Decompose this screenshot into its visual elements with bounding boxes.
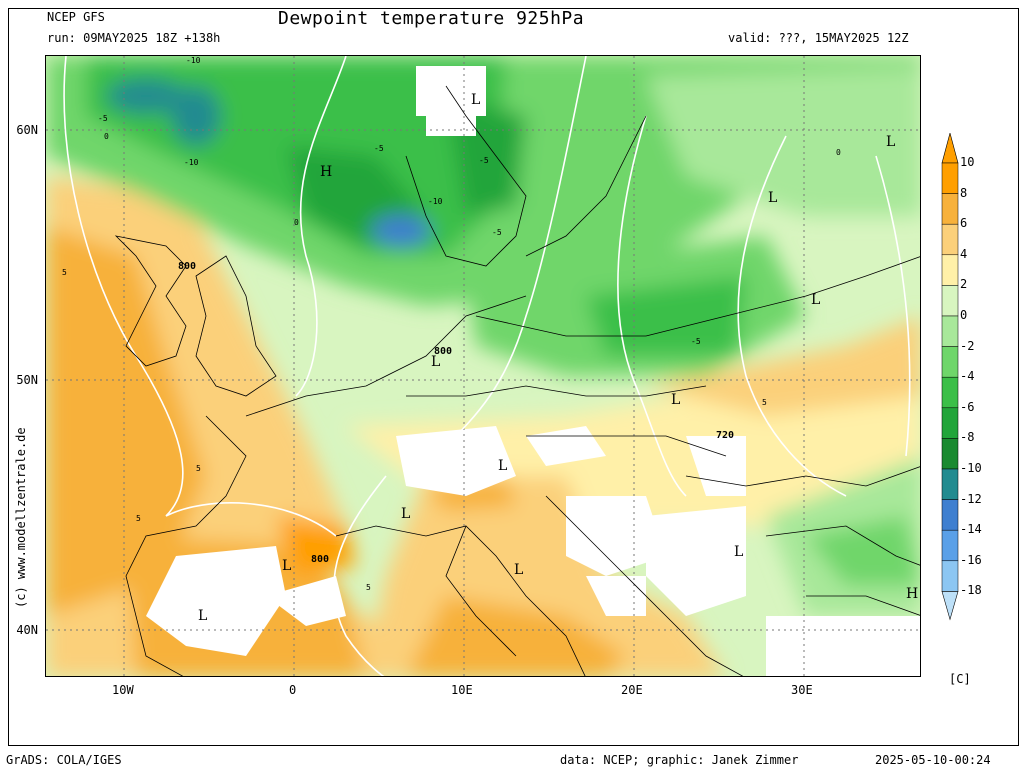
- low-pressure-label: L: [811, 292, 821, 308]
- dewpoint-contour-label: -10: [186, 56, 201, 65]
- colorbar-unit: [C]: [949, 672, 971, 686]
- low-pressure-label: L: [514, 562, 524, 578]
- dewpoint-contour-label: -5: [691, 337, 701, 346]
- map-title: Dewpoint temperature 925hPa: [278, 8, 585, 29]
- dewpoint-contour-label: -5: [492, 228, 502, 237]
- colorbar-swatch: [941, 407, 959, 439]
- map-canvas: [46, 56, 920, 676]
- dewpoint-contour-label: 5: [136, 514, 141, 523]
- colorbar-label: -10: [960, 461, 982, 475]
- colorbar-label: 8: [960, 185, 968, 200]
- grads-credit: GrADS: COLA/IGES: [6, 753, 122, 767]
- dewpoint-field: [46, 56, 920, 676]
- colorbar-label: -12: [960, 491, 982, 506]
- dewpoint-contour-label: -5: [98, 114, 108, 123]
- dewpoint-contour-label: -5: [479, 156, 489, 165]
- colorbar-swatch: [941, 376, 959, 409]
- run-info: run: 09MAY2025 18Z +138h: [47, 31, 221, 45]
- colorbar-swatch: [941, 285, 959, 317]
- copyright-note: (c) www.modellzentrale.de: [14, 427, 28, 608]
- colorbar-swatch: [941, 254, 959, 286]
- dewpoint-contour-label: -10: [428, 197, 443, 206]
- lon-label-0: 0: [289, 683, 297, 697]
- low-pressure-label: L: [886, 134, 896, 150]
- contour-label: 800: [311, 554, 330, 565]
- colorbar-label: -18: [960, 583, 982, 598]
- lon-label-30e: 30E: [791, 683, 813, 697]
- lon-label-10e: 10E: [451, 683, 473, 697]
- colorbar-label: -8: [960, 430, 975, 445]
- no-data-areas: [146, 66, 920, 676]
- dewpoint-contour-label: -5: [374, 144, 384, 153]
- high-pressure-label: H: [320, 164, 333, 180]
- dewpoint-contour-label: -10: [184, 158, 199, 167]
- lon-label-20e: 20E: [621, 683, 643, 697]
- height-contours: [63, 56, 911, 676]
- colorbar-label: -14: [960, 522, 982, 537]
- colorbar-label: 0: [960, 308, 968, 322]
- low-pressure-label: L: [498, 458, 508, 474]
- low-pressure-label: L: [734, 544, 744, 560]
- low-pressure-label: L: [671, 392, 681, 408]
- coastlines-borders: [114, 85, 920, 676]
- model-name: NCEP GFS: [47, 10, 105, 24]
- dewpoint-contour-label: 5: [196, 464, 201, 473]
- colorbar-swatch: [941, 468, 959, 500]
- dewpoint-contour-label: 0: [836, 148, 841, 157]
- colorbar-label: 4: [960, 246, 968, 261]
- colorbar-arrow-top: [941, 133, 959, 164]
- timestamp: 2025-05-10-00:24: [875, 753, 991, 767]
- contour-label: 800: [178, 261, 197, 272]
- low-pressure-label: L: [471, 92, 481, 108]
- valid-time: valid: ???, 15MAY2025 12Z: [728, 31, 909, 45]
- colorbar-swatch: [941, 438, 959, 470]
- low-pressure-label: L: [282, 558, 292, 574]
- colorbar-arrow-bottom: [941, 591, 959, 621]
- colorbar-swatch: [941, 346, 959, 378]
- low-pressure-label: L: [401, 506, 411, 522]
- colorbar-swatch: [941, 560, 959, 592]
- high-pressure-label: H: [906, 586, 919, 602]
- dewpoint-contour-label: 5: [366, 583, 371, 592]
- colorbar-label: -6: [960, 399, 975, 414]
- colorbar-label: -2: [960, 338, 975, 353]
- colorbar-swatch: [941, 193, 959, 225]
- colorbar-label: -4: [960, 369, 975, 384]
- data-credit: data: NCEP; graphic: Janek Zimmer: [560, 753, 799, 767]
- map-area: H L L L L L L L L L L L H L 800 800 720 …: [45, 55, 921, 677]
- dewpoint-contour-label: 0: [294, 218, 299, 227]
- colorbar-swatch: [941, 529, 959, 562]
- contour-label: 720: [716, 430, 735, 441]
- dewpoint-contour-label: 5: [62, 268, 67, 277]
- colorbar-label: 2: [960, 277, 968, 292]
- dewpoint-contour-label: 0: [104, 132, 109, 141]
- colorbar-label: 6: [960, 216, 968, 231]
- low-pressure-label: L: [431, 354, 441, 370]
- colorbar-label: 10: [960, 155, 975, 169]
- colorbar-swatch: [941, 499, 959, 531]
- colorbar-label: -16: [960, 552, 982, 567]
- lat-label-60n: 60N: [16, 123, 38, 137]
- lon-label-10w: 10W: [112, 683, 134, 697]
- colorbar: [941, 133, 959, 621]
- low-pressure-label: L: [768, 190, 778, 206]
- colorbar-swatch: [941, 315, 959, 347]
- lat-label-40n: 40N: [16, 623, 38, 637]
- contour-label: 800: [434, 346, 453, 357]
- figure-frame: [8, 8, 1019, 746]
- colorbar-swatch: [941, 223, 959, 256]
- dewpoint-contour-label: 5: [762, 398, 767, 407]
- colorbar-swatch: [941, 162, 959, 194]
- low-pressure-label: L: [198, 608, 208, 624]
- lat-label-50n: 50N: [16, 373, 38, 387]
